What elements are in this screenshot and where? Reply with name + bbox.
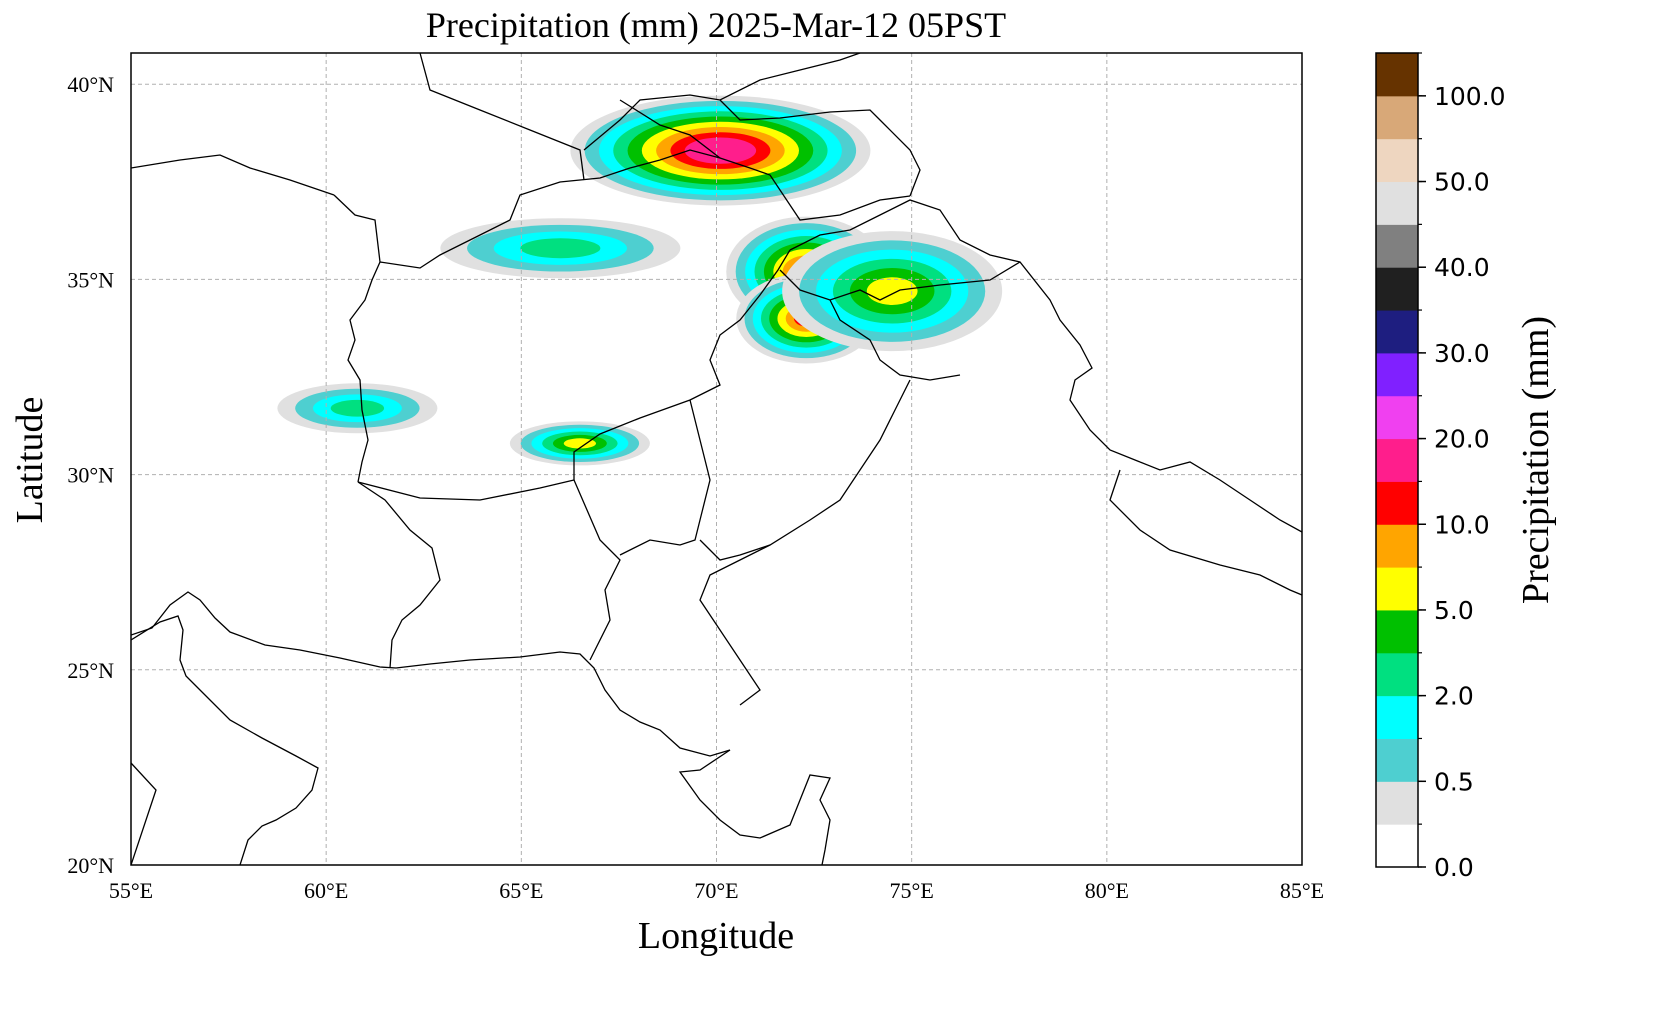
country-boundaries [131,53,1302,865]
colorbar-segment [1376,781,1418,825]
latitude-ticks: 20°N 25°N 30°N 35°N 40°N [67,72,114,878]
border-tajikistan [619,99,721,159]
lon-tick-label: 60°E [304,878,348,903]
longitude-ticks: 55°E 60°E 65°E 70°E 75°E 80°E 85°E [109,878,1324,903]
colorbar-segment [1376,310,1418,354]
colorbar [1375,52,1419,868]
colorbar-tick-label: 100.0 [1434,82,1506,111]
lat-tick-label: 25°N [67,658,114,683]
precip-contour [866,277,918,305]
colorbar-tick-label: 5.0 [1434,596,1474,625]
chart-title: Precipitation (mm) 2025-Mar-12 05PST [426,5,1006,45]
colorbar-segment [1376,524,1418,568]
colorbar-tick-label: 40.0 [1434,253,1490,282]
lon-tick-label: 55°E [109,878,153,903]
lon-tick-label: 75°E [890,878,934,903]
lat-tick-label: 40°N [67,72,114,97]
colorbar-segment [1376,267,1418,311]
colorbar-frame [1375,52,1419,868]
colorbar-segment [1376,138,1418,183]
colorbar-segment [1376,95,1418,140]
precip-contour [698,142,742,159]
lat-tick-label: 20°N [67,853,114,878]
colorbar-segment [1376,395,1418,440]
precip-contour [520,238,601,259]
lon-tick-label: 85°E [1280,878,1324,903]
precip-contour [563,438,597,449]
gridlines [131,53,1302,865]
border-central-asia [131,53,921,197]
border-kashmir [779,199,1141,463]
border-iran-pakistan [357,481,441,669]
border-oman-uae [131,762,157,865]
lon-tick-label: 80°E [1085,878,1129,903]
colorbar-segment [1376,652,1418,697]
colorbar-tick-label: 50.0 [1434,168,1490,197]
coastline-india [678,749,831,865]
colorbar-segment [1376,695,1418,739]
colorbar-tick-label: 0.5 [1434,767,1474,796]
border-afghanistan-pakistan [357,249,791,501]
colorbar-tick-label: 2.0 [1434,682,1474,711]
colorbar-ticks: 0.0 0.5 2.0 5.0 10.0 20.0 30.0 40.0 50.0 100.0 [1418,52,1506,882]
lon-tick-label: 70°E [694,878,738,903]
colorbar-segment [1376,438,1418,482]
colorbar-segment [1376,567,1418,611]
colorbar-tick-label: 20.0 [1434,425,1490,454]
colorbar-segment [1376,181,1418,225]
border-iran-afghanistan [333,194,381,483]
lat-tick-label: 35°N [67,267,114,292]
lat-tick-label: 30°N [67,463,114,488]
colorbar-segment [1376,609,1418,654]
colorbar-segment [1376,352,1418,397]
border-nepal [1109,461,1302,596]
border-afghanistan-north [379,149,911,269]
coastline-arabia [131,615,319,865]
coastline-iran [131,591,731,757]
colorbar-segment [1376,481,1418,525]
colorbar-segment [1376,53,1418,97]
colorbar-segment [1376,824,1418,868]
colorbar-label: Precipitation (mm) [1515,316,1557,604]
colorbar-tick-label: 10.0 [1434,510,1490,539]
pakistan-provinces [573,399,771,661]
colorbar-tick-label: 30.0 [1434,339,1490,368]
map-frame [130,52,1303,866]
colorbar-segment [1376,738,1418,782]
border-pakistan-india [699,379,911,706]
colorbar-segment [1376,224,1418,268]
x-axis-label: Longitude [638,915,794,957]
map-plot-area [131,53,1302,865]
y-axis-label: Latitude [9,397,51,524]
colorbar-tick-label: 0.0 [1434,853,1474,882]
lon-tick-label: 65°E [499,878,543,903]
precip-contour [330,399,385,417]
